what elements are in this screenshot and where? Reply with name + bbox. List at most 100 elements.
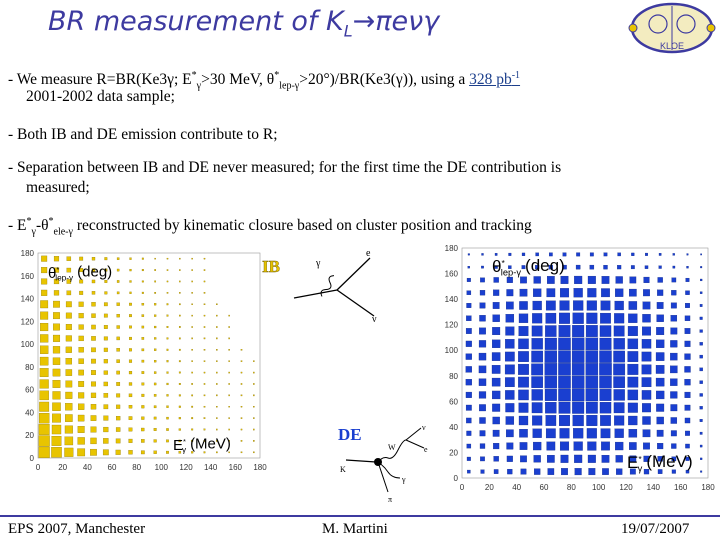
histogram-bin	[116, 336, 120, 341]
histogram-bin	[494, 253, 498, 256]
histogram-bin	[65, 391, 73, 399]
histogram-bin	[78, 369, 84, 376]
histogram-bin	[505, 339, 515, 349]
histogram-bin	[116, 370, 120, 375]
e-label: e	[424, 445, 428, 454]
histogram-bin	[103, 325, 108, 329]
histogram-bin	[78, 381, 85, 387]
histogram-bin	[657, 289, 664, 296]
histogram-bin	[615, 455, 623, 463]
histogram-bin	[560, 275, 569, 284]
histogram-bin	[699, 406, 703, 410]
histogram-bin	[191, 383, 193, 385]
y-tick-label: 100	[445, 346, 459, 355]
histogram-bin	[641, 390, 652, 400]
histogram-bin	[39, 368, 49, 377]
histogram-bin	[519, 429, 528, 438]
histogram-bin	[615, 276, 623, 284]
histogram-bin	[203, 349, 206, 351]
histogram-bin	[78, 358, 84, 364]
electron-label: e	[366, 248, 371, 259]
histogram-bin	[116, 393, 121, 398]
histogram-bin	[228, 371, 230, 374]
histogram-bin	[685, 456, 690, 461]
histogram-bin	[599, 350, 612, 363]
histogram-bin	[91, 313, 96, 318]
y-tick-label: 60	[449, 397, 458, 406]
electron-line	[405, 439, 425, 449]
histogram-bin	[128, 405, 133, 409]
histogram-bin	[203, 257, 206, 260]
histogram-bin	[179, 280, 181, 283]
histogram-bin	[203, 417, 206, 419]
histogram-bin	[216, 405, 218, 408]
histogram-bin	[670, 365, 678, 374]
histogram-bin	[52, 334, 61, 342]
histogram-bin	[493, 443, 500, 450]
histogram-bin	[52, 413, 61, 423]
histogram-bin	[478, 352, 487, 361]
histogram-bin	[128, 438, 133, 443]
histogram-bin	[670, 417, 678, 424]
histogram-bin	[700, 253, 702, 256]
histogram-bin	[203, 337, 206, 340]
histogram-bin	[558, 401, 571, 414]
histogram-bin	[558, 350, 571, 363]
histogram-bin	[91, 268, 96, 272]
histogram-bin	[480, 456, 485, 462]
histogram-bin	[628, 429, 638, 438]
pi-label: π	[388, 495, 392, 504]
histogram-bin	[116, 257, 120, 260]
histogram-bin	[216, 349, 218, 351]
histogram-bin	[191, 417, 194, 420]
de-box-plot: 0 20 40 60 80 100 120 140 160 180 0 20 40 60 80 100 120 1…	[445, 244, 716, 492]
histogram-bin	[533, 288, 542, 297]
histogram-bin	[466, 430, 472, 436]
histogram-bin	[494, 265, 498, 269]
histogram-bin	[573, 288, 583, 298]
histogram-bin	[65, 324, 72, 331]
histogram-bin	[531, 402, 543, 414]
histogram-bin	[628, 313, 638, 323]
histogram-bin	[79, 268, 84, 273]
histogram-bin	[573, 441, 583, 451]
x-tick-label: 180	[253, 463, 267, 472]
histogram-bin	[670, 430, 677, 437]
photon-line	[377, 461, 401, 479]
y-tick-label: 120	[445, 321, 459, 330]
histogram-bin	[178, 394, 181, 397]
histogram-bin	[518, 313, 529, 323]
histogram-bin	[559, 441, 570, 451]
histogram-bin	[572, 414, 584, 427]
histogram-bin	[531, 376, 543, 388]
histogram-bin	[128, 359, 133, 363]
histogram-bin	[479, 417, 486, 424]
histogram-bin	[531, 325, 543, 337]
fermion-line	[336, 289, 375, 317]
histogram-bin	[216, 360, 218, 362]
y-tick-label: 120	[21, 317, 35, 326]
histogram-bin	[64, 447, 74, 457]
histogram-bin	[65, 369, 73, 376]
histogram-bin	[203, 451, 206, 454]
histogram-bin	[115, 438, 121, 444]
x-tick-label: 160	[229, 463, 243, 472]
histogram-bin	[141, 348, 145, 352]
lumi-text: 328 pb	[469, 71, 512, 89]
histogram-bin	[655, 377, 665, 387]
x-tick-label: 40	[83, 463, 92, 472]
histogram-bin	[586, 428, 597, 439]
histogram-bin	[562, 264, 567, 270]
histogram-bin	[141, 382, 145, 386]
histogram-bin	[699, 291, 703, 294]
histogram-bin	[128, 427, 133, 432]
histogram-bin	[191, 371, 193, 374]
histogram-bin	[601, 454, 610, 463]
histogram-bin	[658, 253, 662, 256]
histogram-bin	[51, 435, 62, 446]
histogram-bin	[116, 291, 120, 295]
kloe-logo: KLOE	[628, 2, 716, 54]
footer-author: M. Martini	[322, 521, 388, 537]
histogram-bin	[191, 257, 193, 260]
histogram-bin	[589, 264, 595, 270]
